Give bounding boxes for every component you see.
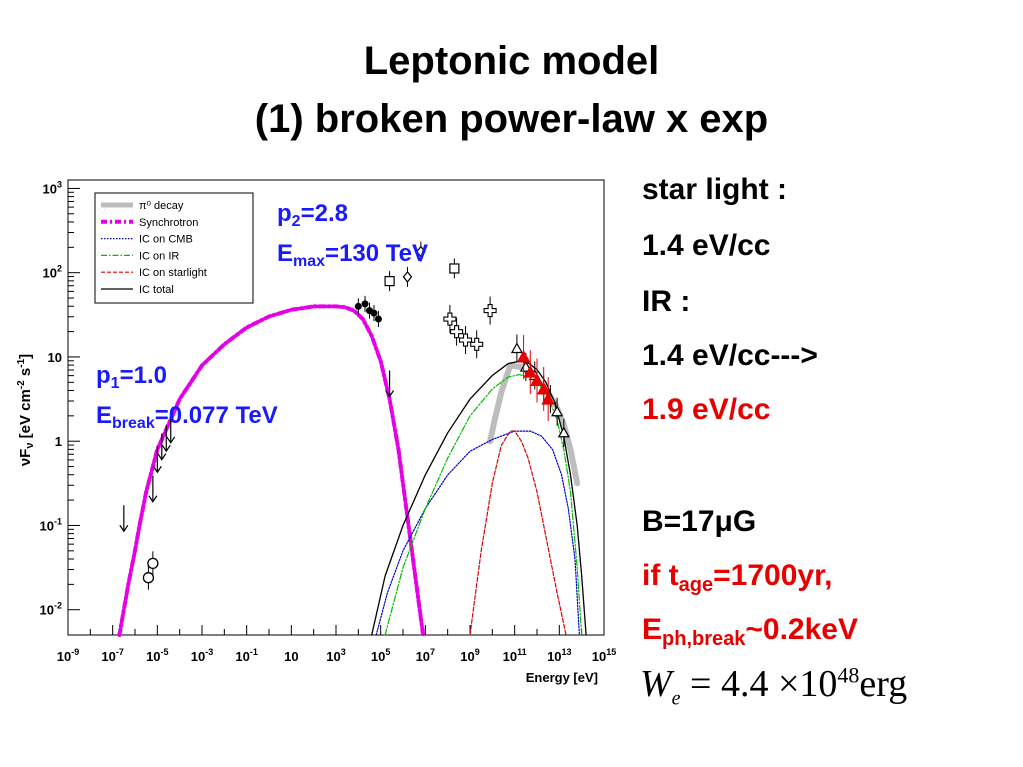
legend-label: IC total bbox=[139, 284, 174, 296]
x-tick-label: 10-9 bbox=[57, 647, 79, 664]
y-tick-label: 10-1 bbox=[40, 516, 62, 533]
ebreak-label: Ebreak=0.077 TeV bbox=[96, 402, 278, 432]
obs-filled bbox=[354, 302, 362, 310]
obs-filled bbox=[361, 300, 369, 308]
p2-label: p2=2.8 bbox=[277, 200, 348, 230]
x-tick-label: 10-7 bbox=[101, 647, 123, 664]
curve-synchrotron bbox=[117, 304, 426, 637]
obs-cross bbox=[450, 325, 464, 339]
y-tick-label: 103 bbox=[43, 179, 62, 196]
obs-diamond bbox=[416, 245, 426, 258]
ir-label: IR : bbox=[642, 285, 691, 318]
x-tick-label: 109 bbox=[460, 647, 479, 664]
obs-red-triangle bbox=[516, 349, 531, 363]
obs-cross bbox=[470, 337, 484, 351]
x-tick-label: 1011 bbox=[503, 647, 527, 664]
x-tick-label: 1013 bbox=[547, 647, 571, 664]
x-tick-labels: 10-9 10-7 10-5 10-3 10-1 10 103 105 107 109 1011 10… bbox=[57, 647, 616, 664]
obs-circle bbox=[147, 557, 159, 570]
obs-diamond bbox=[402, 270, 413, 283]
x-tick-label: 103 bbox=[326, 647, 345, 664]
observations bbox=[119, 241, 570, 590]
legend-label: IC on starlight bbox=[139, 267, 207, 279]
obs-circle bbox=[142, 572, 155, 584]
obs-square bbox=[384, 276, 395, 287]
obs-arrowhead bbox=[166, 436, 176, 444]
y-axis-label: νFν [eV cm-2 s-1] bbox=[16, 354, 36, 466]
obs-arrowhead bbox=[148, 495, 158, 503]
legend-label: Synchrotron bbox=[139, 217, 198, 229]
obs-cross bbox=[458, 333, 473, 347]
y-tick-labels: 10-2 10-1 1 10 102 103 bbox=[40, 179, 62, 617]
b-field: B=17μG bbox=[642, 505, 757, 538]
curve-ic-on-starlight bbox=[469, 430, 567, 636]
sed-chart: 10-9 10-7 10-5 10-3 10-1 10 103 105 107 109 1011 10… bbox=[16, 179, 616, 685]
legend-label: IC on IR bbox=[139, 250, 179, 262]
ir-value: 1.4 eV/cc---> bbox=[642, 339, 818, 372]
x-axis-label: Energy [eV] bbox=[526, 670, 598, 685]
obs-arrowhead bbox=[119, 524, 129, 533]
y-tick-label: 1 bbox=[55, 434, 62, 449]
ir-new-value: 1.9 eV/cc bbox=[642, 393, 771, 426]
obs-arrowhead bbox=[152, 465, 162, 474]
electron-energy-equation: We = 4.4 ×1048erg bbox=[640, 662, 908, 710]
legend: π⁰ decay Synchrotron IC on CMB IC on IR IC o… bbox=[94, 192, 254, 304]
x-tick-label: 105 bbox=[371, 647, 390, 664]
obs-cross bbox=[443, 312, 457, 326]
obs-red-triangle bbox=[530, 373, 544, 387]
obs-triangle bbox=[551, 405, 564, 417]
obs-arrowhead bbox=[157, 453, 167, 461]
obs-red-triangle bbox=[536, 381, 551, 395]
obs-square bbox=[449, 263, 460, 274]
legend-label: π⁰ decay bbox=[139, 200, 184, 212]
obs-filled bbox=[370, 309, 378, 317]
x-tick-label: 10-1 bbox=[235, 647, 257, 664]
obs-arrowhead bbox=[385, 390, 395, 398]
x-tick-label: 1015 bbox=[592, 647, 616, 664]
y-tick-label: 102 bbox=[43, 264, 62, 281]
legend-label: IC on CMB bbox=[139, 234, 193, 246]
star-light-value: 1.4 eV/cc bbox=[642, 229, 771, 262]
obs-triangle bbox=[510, 342, 523, 354]
y-tick-label: 10-2 bbox=[40, 601, 62, 618]
x-tick-label: 10-5 bbox=[146, 647, 168, 664]
obs-filled bbox=[374, 315, 382, 323]
obs-cross bbox=[483, 304, 497, 318]
x-tick-label: 10 bbox=[284, 649, 298, 664]
obs-red-triangle bbox=[541, 392, 556, 405]
star-light-label: star light : bbox=[642, 173, 788, 206]
title-line-1: Leptonic model bbox=[363, 39, 660, 83]
x-tick-label: 10-3 bbox=[191, 647, 213, 664]
obs-arrowhead bbox=[161, 444, 171, 453]
obs-triangle bbox=[557, 426, 570, 438]
emax-label: Emax=130 TeV bbox=[277, 240, 429, 270]
y-tick-label: 10 bbox=[48, 350, 62, 365]
eph-line: Eph,break~0.2keV bbox=[642, 613, 858, 650]
age-line: if tage=1700yr, bbox=[642, 559, 833, 596]
axis-ticks bbox=[67, 187, 605, 635]
title-line-2: (1) broken power-law x exp bbox=[254, 97, 769, 141]
x-tick-label: 107 bbox=[416, 647, 435, 664]
p1-label: p1=1.0 bbox=[96, 362, 167, 392]
obs-red-triangle bbox=[523, 365, 538, 378]
